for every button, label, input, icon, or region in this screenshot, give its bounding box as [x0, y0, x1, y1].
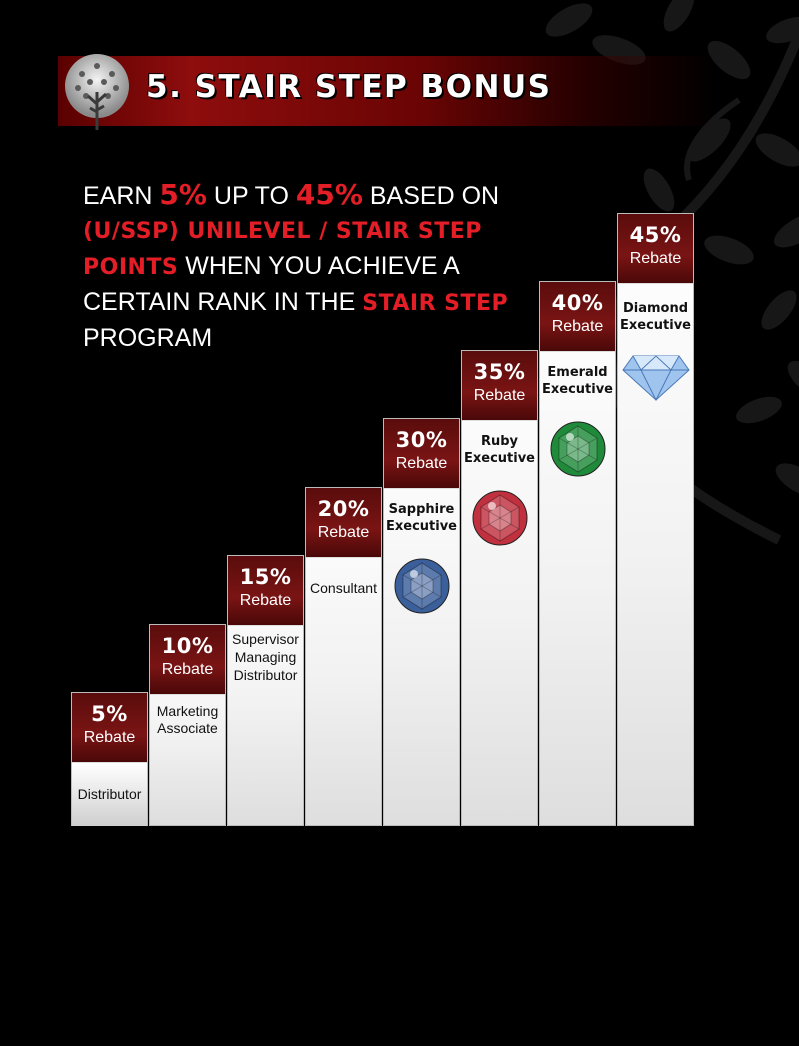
stair-step-column: 20% Rebate Consultant [305, 487, 382, 826]
rebate-box: 40% Rebate [540, 282, 615, 352]
rank-name: Supervisor Managing Distributor [232, 631, 299, 683]
header-banner [58, 56, 718, 126]
rebate-label: Rebate [239, 592, 292, 609]
rebate-box: 15% Rebate [228, 556, 303, 626]
intro-text: EARN 5% UP TO 45% BASED ON (U/SSP) UNILE… [83, 178, 523, 355]
intro-segment: WHEN YOU ACHIEVE A CERTAIN RANK IN THE [83, 252, 459, 316]
rebate-label: Rebate [317, 524, 370, 541]
rebate-percent: 30% [395, 428, 448, 452]
rebate-label: Rebate [161, 661, 214, 678]
rebate-box: 5% Rebate [72, 693, 147, 763]
rebate-label: Rebate [395, 455, 448, 472]
rank-name: Consultant [310, 580, 377, 596]
rebate-label: Rebate [473, 387, 526, 404]
rebate-percent: 15% [239, 565, 292, 589]
rebate-box: 30% Rebate [384, 419, 459, 489]
emerald-gem-icon [550, 421, 605, 477]
stair-step-column: 45% Rebate Diamond Executive [617, 213, 694, 826]
rebate-percent: 10% [161, 634, 214, 658]
rebate-percent: 5% [91, 702, 128, 726]
intro-segment: UP TO [206, 182, 296, 210]
intro-segment: 5% [159, 178, 207, 211]
rebate-label: Rebate [629, 250, 682, 267]
rebate-box: 35% Rebate [462, 351, 537, 421]
intro-segment: PROGRAM [83, 324, 213, 352]
stair-step-column: 40% Rebate Emerald Executive [539, 281, 616, 826]
stair-step-column: 15% Rebate Supervisor Managing Distributor [227, 555, 304, 826]
diamond-gem-icon [621, 355, 690, 402]
rank-name: Marketing Associate [156, 703, 219, 736]
rebate-percent: 20% [317, 497, 370, 521]
rebate-label: Rebate [551, 318, 604, 335]
tree-logo-icon [65, 54, 129, 130]
intro-segment: 45% [295, 178, 363, 211]
rebate-percent: 35% [473, 360, 526, 384]
rebate-percent: 40% [551, 291, 604, 315]
intro-segment: EARN [83, 182, 160, 210]
stair-step-column: 10% Rebate Marketing Associate [149, 624, 226, 826]
rebate-percent: 45% [629, 223, 682, 247]
intro-segment: STAIR STEP [362, 291, 509, 316]
rebate-box: 20% Rebate [306, 488, 381, 558]
stair-step-column: 30% Rebate Sapphire Executive [383, 418, 460, 826]
rebate-box: 45% Rebate [618, 214, 693, 284]
rebate-label: Rebate [83, 729, 136, 746]
rank-name: Diamond Executive [619, 301, 691, 333]
rebate-box: 10% Rebate [150, 625, 225, 695]
rank-name: Distributor [72, 763, 147, 826]
rank-name: Sapphire Executive [385, 502, 457, 534]
page-title: 5. STAIR STEP BONUS [146, 69, 552, 105]
stair-step-column: 5% Rebate Distributor [71, 692, 148, 826]
sapphire-gem-icon [394, 558, 449, 614]
stair-step-column: 35% Rebate Ruby Executive [461, 350, 538, 826]
intro-segment: (U/SSP) UNILEVEL / STAIR STEP POINTS [83, 219, 482, 280]
ruby-gem-icon [472, 490, 527, 546]
rank-name: Emerald Executive [541, 365, 613, 397]
rank-name: Ruby Executive [463, 434, 535, 466]
intro-segment: BASED ON [362, 182, 500, 210]
